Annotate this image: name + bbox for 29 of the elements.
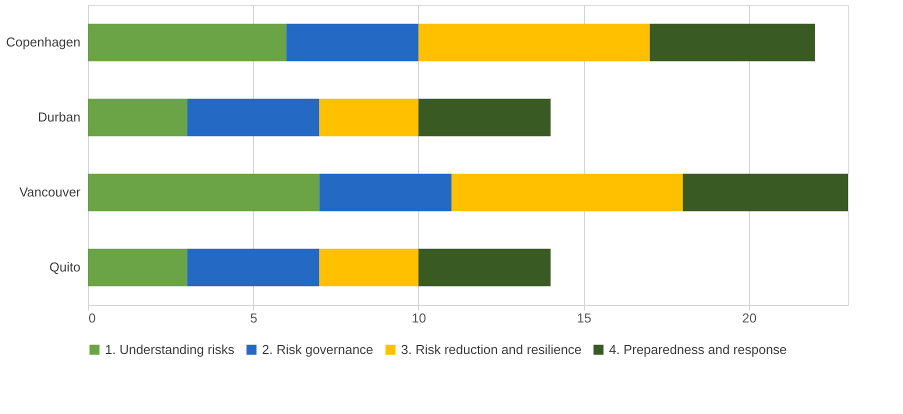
bar — [418, 248, 551, 286]
bar — [682, 174, 848, 212]
bar — [451, 174, 683, 212]
x-tick-label: 10 — [412, 310, 426, 326]
bar — [418, 98, 551, 136]
y-tick-label: Copenhagen — [6, 34, 80, 50]
bar — [418, 24, 650, 62]
bar — [319, 248, 418, 286]
legend-label: 4. Preparedness and response — [609, 342, 787, 357]
y-tick-label: Durban — [38, 110, 80, 124]
y-tick-label: Quito — [49, 260, 80, 274]
bar — [88, 24, 286, 62]
bar — [319, 174, 452, 212]
bar — [187, 248, 320, 286]
y-tick-label: Vancouver — [19, 184, 82, 200]
legend-label: 3. Risk reduction and resilience — [401, 342, 582, 357]
x-tick-label: 0 — [88, 310, 96, 326]
bar — [286, 24, 418, 62]
x-tick-label: 20 — [742, 310, 757, 326]
bar — [187, 98, 320, 136]
bar — [88, 98, 188, 136]
bar — [88, 248, 188, 286]
legend-label: 1. Understanding risks — [105, 342, 235, 357]
x-tick-label: 5 — [250, 310, 258, 326]
bar — [650, 24, 815, 62]
bar — [88, 174, 320, 212]
legend-label: 2. Risk governance — [262, 342, 374, 357]
x-tick-label: 15 — [576, 310, 592, 326]
bar — [319, 98, 418, 136]
